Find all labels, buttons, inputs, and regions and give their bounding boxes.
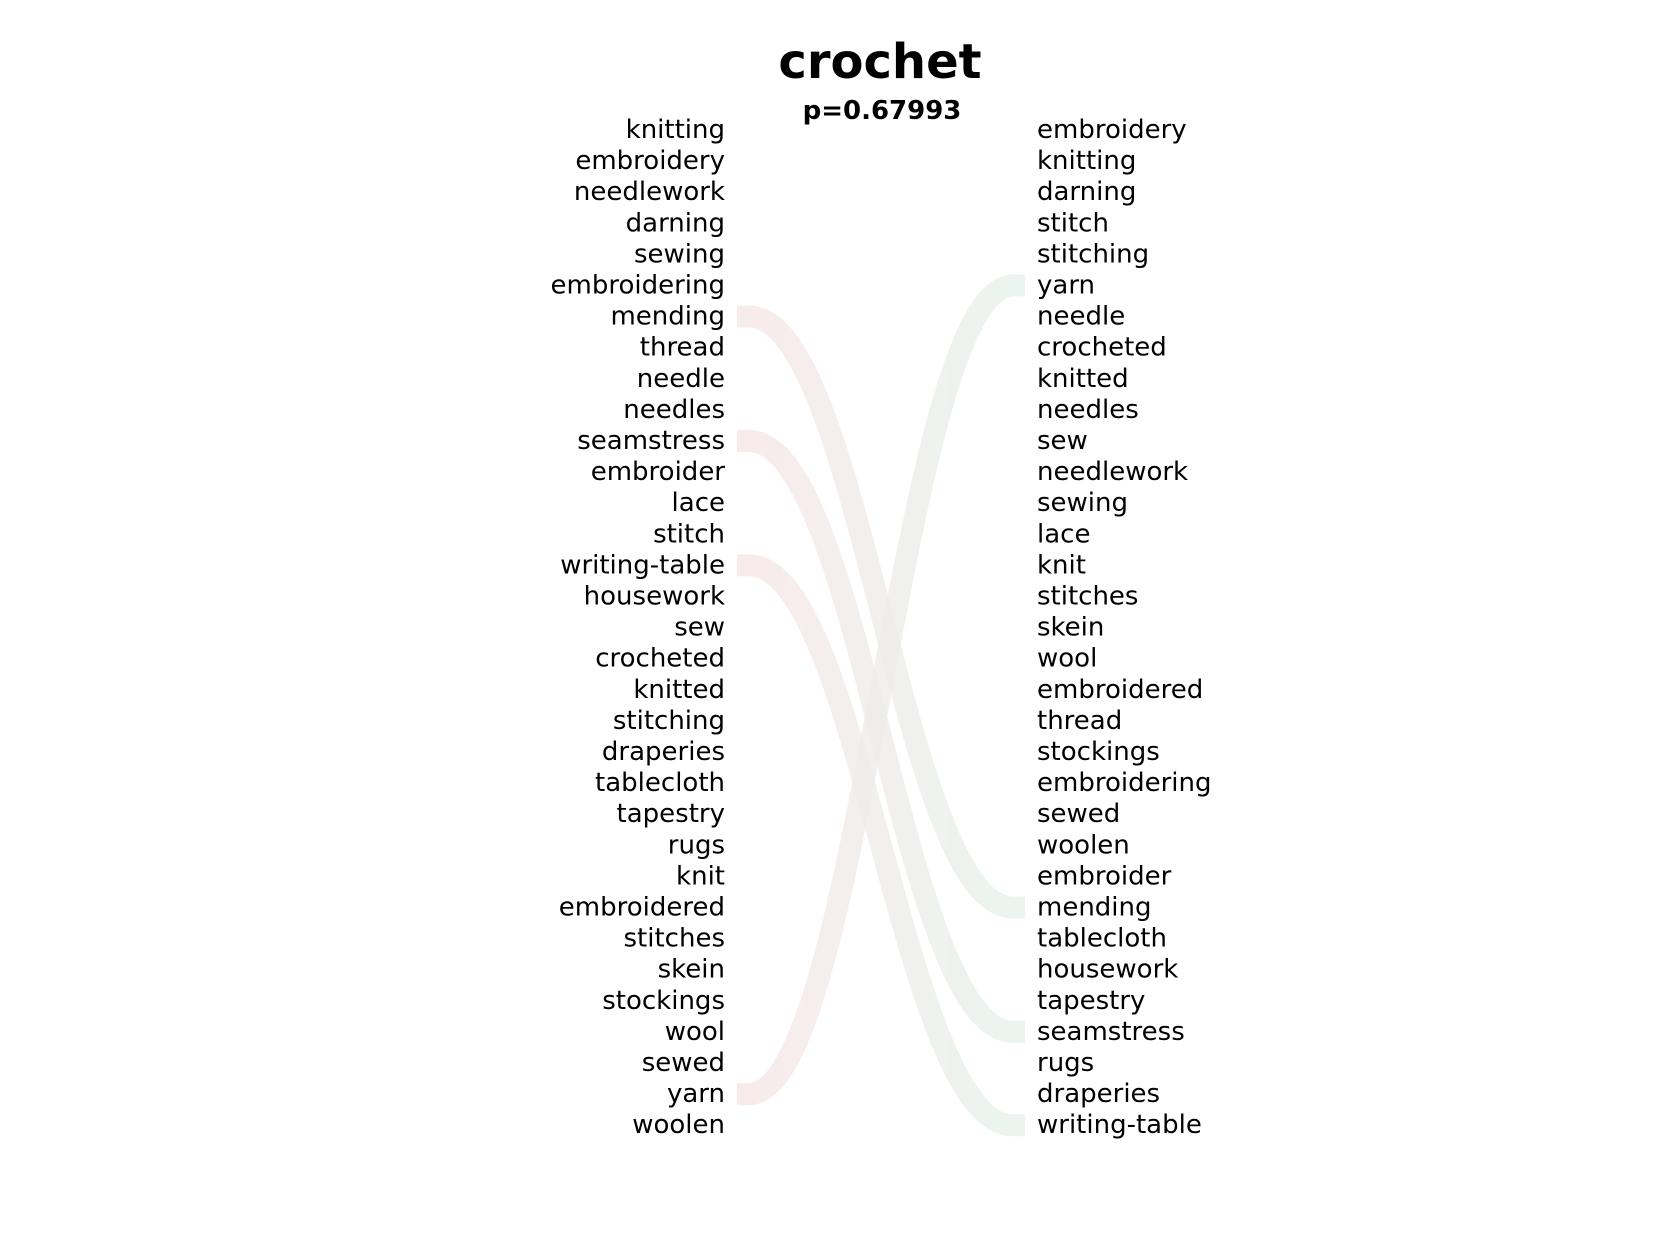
left-word-11: seamstress: [577, 426, 725, 456]
left-word-9: needle: [637, 364, 725, 394]
right-word-10: needles: [1037, 395, 1139, 425]
right-word-1: embroidery: [1037, 115, 1187, 145]
right-word-9: knitted: [1037, 364, 1129, 394]
diagram-subtitle: p=0.67993: [803, 96, 962, 126]
right-word-4: stitch: [1037, 208, 1109, 238]
right-word-24: woolen: [1037, 830, 1130, 860]
left-word-21: draperies: [602, 737, 725, 767]
left-word-4: darning: [626, 208, 725, 238]
right-word-2: knitting: [1037, 146, 1136, 176]
left-word-17: sew: [674, 613, 725, 643]
right-word-21: stockings: [1037, 737, 1160, 767]
left-word-31: sewed: [642, 1048, 725, 1078]
left-word-24: rugs: [668, 830, 725, 860]
right-word-7: needle: [1037, 302, 1125, 332]
left-word-8: thread: [640, 333, 725, 363]
link-writing-table: [737, 554, 1025, 1137]
right-word-3: darning: [1037, 177, 1136, 207]
left-word-22: tablecloth: [595, 768, 725, 798]
right-word-17: skein: [1037, 613, 1104, 643]
right-word-column: embroideryknittingdarningstitchstitching…: [1037, 115, 1211, 1140]
right-word-29: tapestry: [1037, 986, 1145, 1016]
right-word-27: tablecloth: [1037, 924, 1167, 954]
right-word-22: embroidering: [1037, 768, 1211, 798]
right-word-14: lace: [1037, 519, 1090, 549]
left-word-6: embroidering: [551, 271, 725, 301]
right-word-32: draperies: [1037, 1079, 1160, 1109]
right-word-26: mending: [1037, 893, 1152, 923]
right-word-18: wool: [1037, 644, 1097, 674]
right-word-20: thread: [1037, 706, 1122, 736]
left-word-20: stitching: [613, 706, 725, 736]
right-word-11: sew: [1037, 426, 1088, 456]
left-word-15: writing-table: [560, 550, 725, 580]
right-word-15: knit: [1037, 550, 1086, 580]
left-word-7: mending: [610, 302, 725, 332]
right-word-13: sewing: [1037, 488, 1128, 518]
left-word-26: embroidered: [559, 893, 725, 923]
right-word-28: housework: [1037, 955, 1178, 985]
left-word-10: needles: [623, 395, 725, 425]
left-word-28: skein: [658, 955, 725, 985]
right-word-30: seamstress: [1037, 1017, 1185, 1047]
left-word-2: embroidery: [575, 146, 725, 176]
left-word-30: wool: [665, 1017, 725, 1047]
left-word-13: lace: [672, 488, 725, 518]
left-word-27: stitches: [624, 924, 725, 954]
right-word-16: stitches: [1037, 582, 1138, 612]
left-word-3: needlework: [574, 177, 725, 207]
left-word-12: embroider: [591, 457, 726, 487]
rank-links: [737, 274, 1025, 1137]
right-word-25: embroider: [1037, 861, 1172, 891]
right-word-23: sewed: [1037, 799, 1120, 829]
left-word-33: woolen: [632, 1110, 725, 1140]
left-word-23: tapestry: [617, 799, 725, 829]
right-word-19: embroidered: [1037, 675, 1203, 705]
right-word-5: stitching: [1037, 239, 1149, 269]
left-word-32: yarn: [667, 1079, 725, 1109]
left-word-29: stockings: [602, 986, 725, 1016]
left-word-1: knitting: [626, 115, 725, 145]
left-word-19: knitted: [633, 675, 725, 705]
left-word-25: knit: [676, 861, 725, 891]
right-word-8: crocheted: [1037, 333, 1167, 363]
diagram-title: crochet: [778, 34, 981, 90]
link-mending: [737, 305, 1025, 919]
left-word-column: knittingembroideryneedleworkdarningsewin…: [551, 115, 726, 1140]
left-word-5: sewing: [634, 239, 725, 269]
left-word-14: stitch: [653, 519, 725, 549]
right-word-31: rugs: [1037, 1048, 1094, 1078]
link-yarn: [737, 274, 1025, 1106]
right-word-6: yarn: [1037, 271, 1095, 301]
right-word-33: writing-table: [1037, 1110, 1202, 1140]
right-word-12: needlework: [1037, 457, 1188, 487]
left-word-16: housework: [584, 582, 725, 612]
left-word-18: crocheted: [595, 644, 725, 674]
